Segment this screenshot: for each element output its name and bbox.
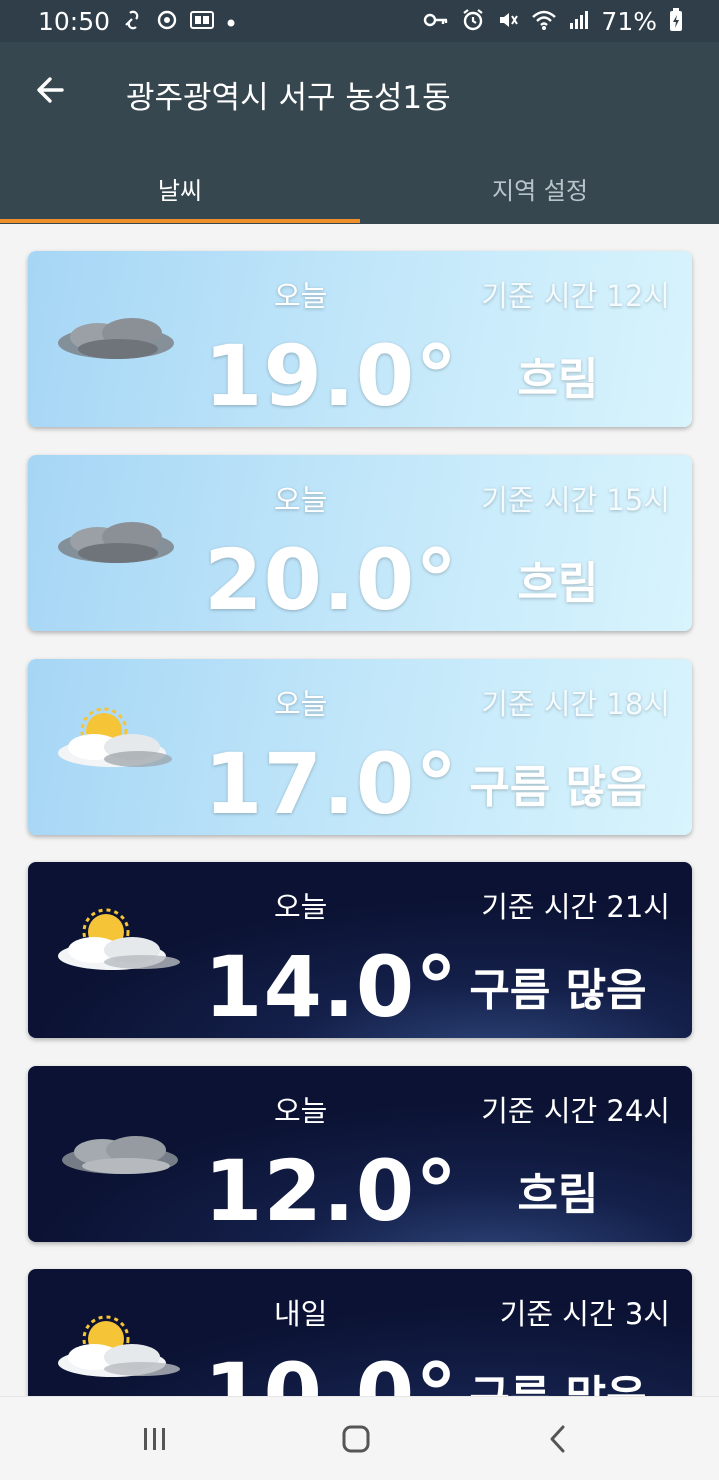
forecast-ref-time: 기준 시간 15시 (481, 483, 670, 517)
recent-apps-button[interactable] (125, 1417, 185, 1461)
forecast-condition: 흐림 (517, 1169, 599, 1220)
forecast-ref-time: 기준 시간 24시 (481, 1094, 670, 1128)
forecast-condition: 구름 많음 (469, 762, 647, 813)
tab-weather[interactable]: 날씨 (0, 152, 360, 224)
forecast-condition: 흐림 (517, 558, 599, 609)
battery-percent: 71% (601, 6, 657, 36)
dot-icon (226, 11, 236, 31)
forecast-day: 오늘 (274, 483, 328, 517)
back-button[interactable] (28, 68, 72, 112)
forecast-ref-time: 기준 시간 3시 (499, 1297, 670, 1331)
system-nav-bar (0, 1396, 719, 1480)
forecast-day: 오늘 (274, 279, 328, 313)
forecast-temperature: 17.0° (204, 735, 459, 833)
forecast-card[interactable]: 오늘 기준 시간 24시 12.0° 흐림 (28, 1066, 692, 1242)
nav-back-button[interactable] (528, 1417, 588, 1461)
ge-badge-icon (190, 10, 215, 33)
home-button[interactable] (326, 1417, 386, 1461)
forecast-temperature: 10.0° (204, 1345, 459, 1396)
forecast-card[interactable]: 오늘 기준 시간 12시 19.0° 흐림 (28, 251, 692, 427)
forecast-temperature: 20.0° (204, 531, 459, 629)
back-icon (550, 1425, 565, 1453)
tab-region-label: 지역 설정 (492, 176, 588, 205)
wifi-icon (531, 9, 557, 34)
tab-region-settings[interactable]: 지역 설정 (360, 152, 719, 224)
recent-apps-icon (144, 1428, 165, 1450)
forecast-list[interactable]: 오늘 기준 시간 12시 19.0° 흐림 오늘 기준 시간 15시 20.0°… (0, 224, 719, 1396)
cloud-icon (46, 497, 186, 589)
signal-icon (569, 9, 589, 34)
alarm-icon (461, 8, 485, 35)
forecast-day: 오늘 (274, 1094, 328, 1128)
forecast-day: 오늘 (274, 687, 328, 721)
tab-indicator (0, 219, 360, 223)
status-left: 10:50 (38, 7, 236, 36)
page-title: 광주광역시 서구 농성1동 (126, 80, 451, 116)
forecast-ref-time: 기준 시간 18시 (481, 687, 670, 721)
forecast-card[interactable]: 오늘 기준 시간 21시 14.0° 구름 많음 (28, 862, 692, 1038)
link-icon (122, 9, 144, 34)
battery-icon (669, 7, 683, 35)
mute-icon (497, 9, 519, 34)
tab-weather-label: 날씨 (157, 176, 203, 205)
forecast-condition: 구름 많음 (408, 1361, 692, 1396)
forecast-day: 내일 (274, 1297, 328, 1331)
cloud-icon (46, 293, 186, 385)
forecast-ref-time: 기준 시간 12시 (481, 279, 670, 313)
forecast-temperature: 14.0° (204, 938, 459, 1036)
forecast-ref-time: 기준 시간 21시 (481, 890, 670, 924)
forecast-condition: 흐림 (517, 354, 599, 405)
forecast-card[interactable]: 오늘 기준 시간 15시 20.0° 흐림 (28, 455, 692, 631)
circle-icon (156, 9, 178, 34)
status-right: 71% (423, 7, 683, 36)
sun-cloud-icon (46, 701, 186, 793)
forecast-temperature: 12.0° (204, 1142, 459, 1240)
home-icon (342, 1425, 370, 1453)
status-time: 10:50 (38, 6, 111, 36)
app-bar: 광주광역시 서구 농성1동 날씨 지역 설정 (0, 42, 719, 224)
forecast-day: 오늘 (274, 890, 328, 924)
sun-cloud-icon (46, 1311, 186, 1396)
forecast-card[interactable]: 내일 기준 시간 3시 10.0° 구름 많음 (28, 1269, 692, 1396)
forecast-card[interactable]: 오늘 기준 시간 18시 17.0° 구름 많음 (28, 659, 692, 835)
status-bar: 10:50 71% (0, 0, 719, 42)
sun-cloud-icon (46, 904, 186, 996)
key-icon (423, 10, 449, 33)
arrow-left-icon (37, 77, 64, 103)
forecast-temperature: 19.0° (204, 327, 459, 425)
forecast-condition: 구름 많음 (469, 965, 647, 1016)
cloud-icon (46, 1108, 186, 1200)
